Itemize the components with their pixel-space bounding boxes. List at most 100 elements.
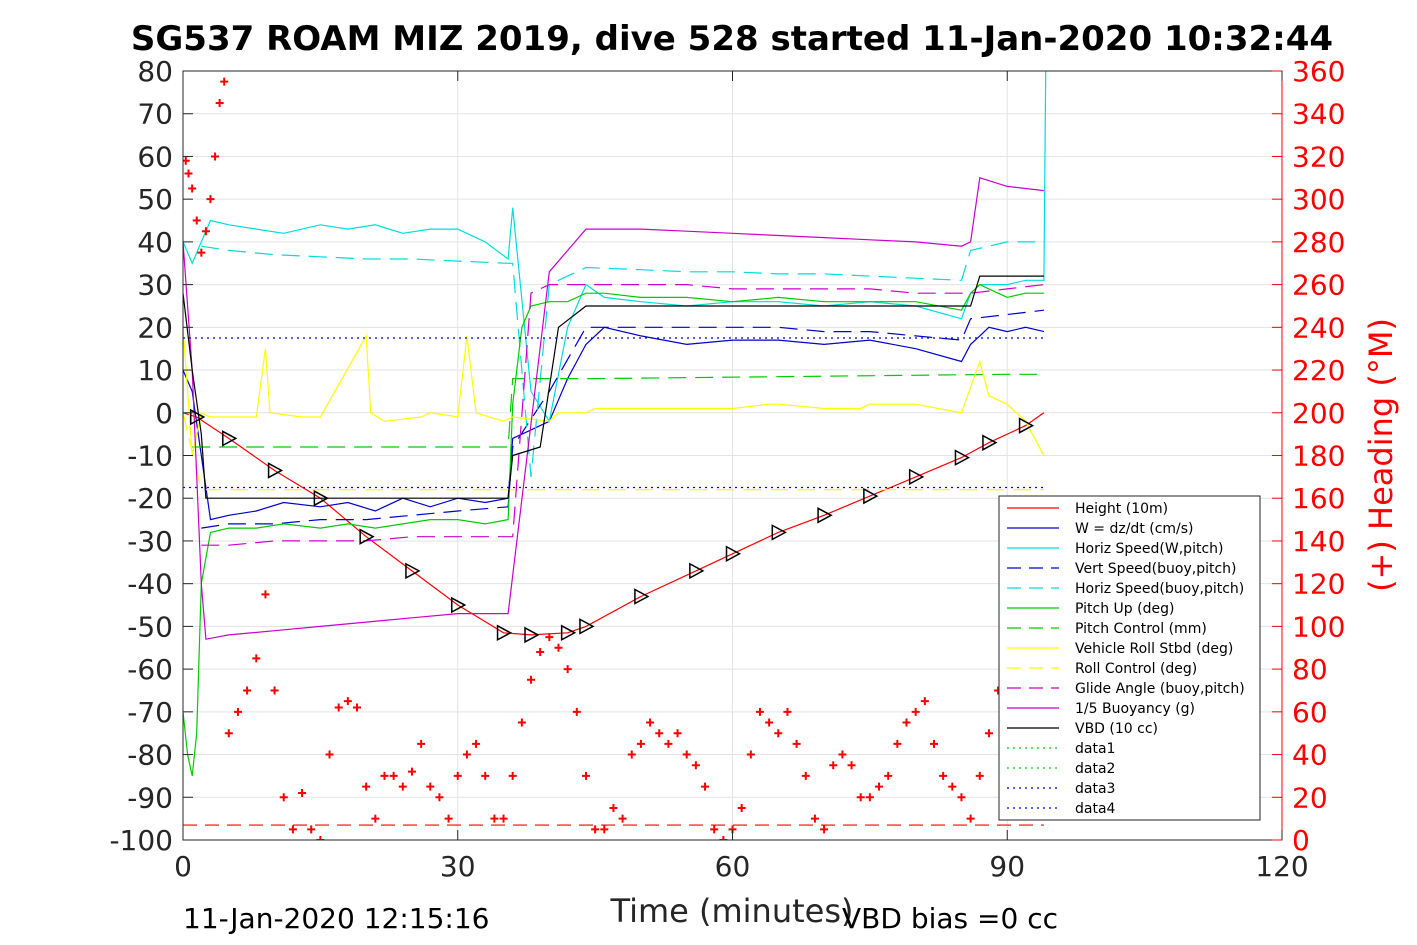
x-tick-label: 60: [715, 850, 751, 883]
y-right-tick-label: 320: [1292, 140, 1345, 173]
heading-point: [252, 654, 261, 663]
heading-point: [636, 739, 645, 748]
heading-point: [792, 739, 801, 748]
y-left-tick-label: 60: [137, 140, 173, 173]
heading-point: [664, 739, 673, 748]
heading-point: [215, 99, 224, 108]
x-tick-label: 30: [440, 850, 476, 883]
heading-markers: [183, 77, 1012, 840]
legend-label: data2: [1075, 761, 1115, 777]
heading-point: [398, 782, 407, 791]
right-axis-label: (+) Heading (°M): [1362, 318, 1400, 592]
legend-label: data1: [1075, 741, 1115, 757]
heading-point: [600, 825, 609, 834]
y-left-tick-label: -70: [127, 696, 173, 729]
heading-point: [288, 825, 297, 834]
height-marker: [725, 545, 742, 563]
heading-point: [884, 771, 893, 780]
heading-point: [184, 169, 193, 178]
y-left-tick-label: 70: [137, 98, 173, 131]
legend-label: Vert Speed(buoy,pitch): [1075, 561, 1237, 577]
height-marker: [908, 468, 925, 486]
y-right-tick-label: 20: [1292, 781, 1328, 814]
height-marker: [1018, 417, 1035, 434]
y-right-tick-label: 40: [1292, 739, 1328, 772]
chart-title: SG537 ROAM MIZ 2019, dive 528 started 11…: [131, 19, 1333, 59]
height-marker: [954, 449, 971, 466]
y-left-tick-label: 10: [137, 354, 173, 387]
x-axis-label: Time (minutes): [610, 892, 854, 930]
heading-point: [755, 707, 764, 716]
heading-point: [481, 771, 490, 780]
heading-point: [261, 590, 270, 599]
series-line-pitch-control-mm: [192, 373, 1044, 448]
height-marker: [189, 408, 206, 426]
heading-point: [453, 771, 462, 780]
series-line-horiz-speed-buoy-pitch: [201, 241, 1044, 477]
y-left-tick-label: -20: [127, 482, 173, 515]
heading-point: [554, 643, 563, 652]
y-left-tick-label: -60: [127, 653, 173, 686]
heading-point: [948, 782, 957, 791]
heading-point: [188, 184, 197, 193]
series-line-height-10m: [183, 412, 1045, 636]
heading-point: [380, 771, 389, 780]
y-right-tick-label: 0: [1292, 824, 1310, 857]
heading-point: [426, 782, 435, 791]
heading-point: [710, 825, 719, 834]
y-right-tick-label: 140: [1292, 525, 1345, 558]
heading-point: [211, 152, 220, 161]
y-left-tick-label: -30: [127, 525, 173, 558]
y-right-tick-label: 160: [1292, 482, 1345, 515]
y-right-tick-label: 280: [1292, 226, 1345, 259]
heading-point: [957, 793, 966, 802]
y-left-tick-label: 30: [137, 269, 173, 302]
heading-point: [490, 814, 499, 823]
heading-point: [243, 686, 252, 695]
series-layer: [183, 71, 1047, 826]
heading-point: [820, 825, 829, 834]
heading-point: [572, 707, 581, 716]
heading-point: [279, 793, 288, 802]
y-left-tick-label: -80: [127, 739, 173, 772]
heading-point: [746, 750, 755, 759]
heading-point: [865, 793, 874, 802]
heading-point: [362, 782, 371, 791]
heading-point: [407, 767, 416, 776]
heading-point: [197, 248, 206, 257]
y-left-tick-label: -100: [109, 824, 173, 857]
series-line-vert-speed-buoy-pitch: [201, 309, 1044, 529]
heading-point: [902, 718, 911, 727]
heading-point: [435, 793, 444, 802]
heading-point: [975, 771, 984, 780]
y-right-tick-label: 340: [1292, 98, 1345, 131]
legend: Height (10m) W = dz/dt (cm/s) Horiz Speed(…: [998, 495, 1261, 821]
height-marker: [451, 596, 467, 614]
heading-point: [353, 703, 362, 712]
heading-point: [334, 703, 343, 712]
heading-point: [783, 707, 792, 716]
heading-point: [472, 739, 481, 748]
heading-point: [829, 761, 838, 770]
heading-point: [192, 216, 201, 225]
heading-point: [801, 771, 810, 780]
heading-point: [536, 648, 545, 657]
height-marker: [267, 462, 284, 479]
heading-point: [691, 761, 700, 770]
heading-point: [444, 814, 453, 823]
legend-label: data3: [1075, 781, 1115, 797]
heading-point: [655, 729, 664, 738]
x-tick-label: 90: [989, 850, 1025, 883]
y-right-tick-label: 220: [1292, 354, 1345, 387]
series-line-vbd-10-cc: [183, 275, 1044, 499]
heading-point: [673, 729, 682, 738]
heading-point: [307, 825, 316, 834]
heading-point: [875, 782, 884, 791]
heading-point: [966, 814, 975, 823]
height-marker: [689, 562, 705, 580]
series-line-1-5-buoyancy-g: [183, 177, 1044, 640]
height-marker: [982, 434, 998, 451]
heading-point: [371, 814, 380, 823]
height-marker: [359, 528, 375, 545]
